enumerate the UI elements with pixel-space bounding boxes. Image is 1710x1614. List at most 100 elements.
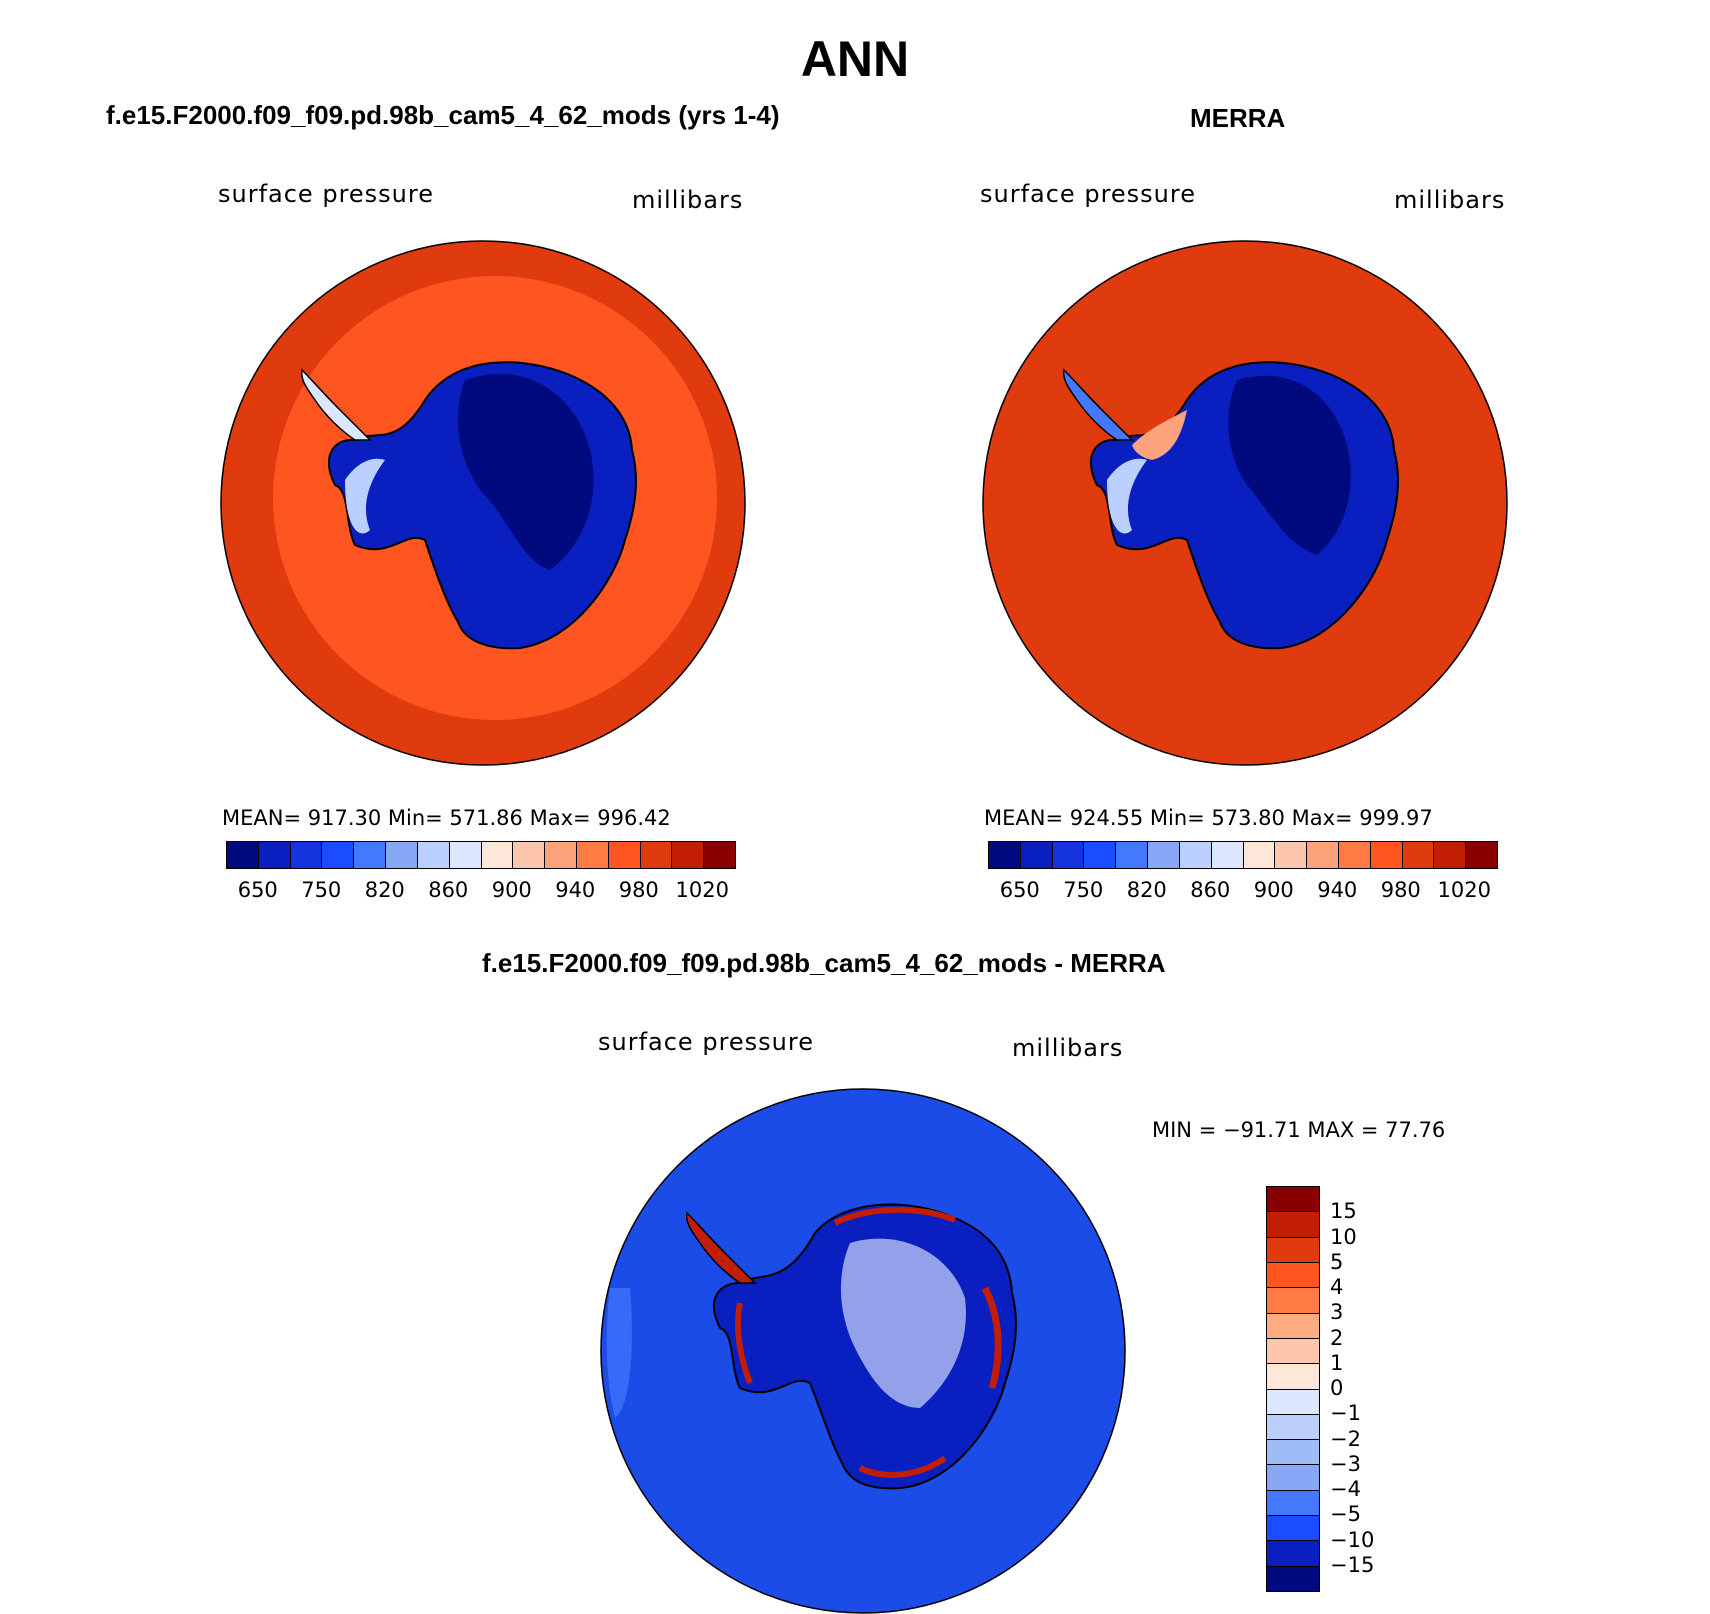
colorbar-tick-label: 750: [1063, 878, 1104, 902]
colorbar-tick-label: 0: [1330, 1376, 1344, 1400]
colorbar-swatch: [989, 842, 1021, 868]
colorbar-tick-label: 820: [364, 878, 405, 902]
panel-obs-title: MERRA: [1190, 103, 1286, 133]
colorbar-swatch: [608, 842, 641, 868]
panel-diff-title: f.e15.F2000.f09_f09.pd.98b_cam5_4_62_mod…: [482, 948, 1166, 978]
colorbar-tick-label: 1020: [1437, 878, 1491, 902]
colorbar-tick-label: 650: [999, 878, 1040, 902]
obs-antarctica-core: [1228, 375, 1351, 555]
panel-obs-map: [982, 240, 1508, 766]
colorbar-swatch: [1402, 842, 1435, 868]
panel-model-units-label: millibars: [632, 186, 744, 214]
colorbar-swatch: [1243, 842, 1276, 868]
colorbar-swatch: [1267, 1440, 1319, 1466]
colorbar-tick-label: 980: [618, 878, 659, 902]
colorbar-tick-label: −15: [1330, 1552, 1375, 1577]
colorbar-tick-label: 980: [1380, 878, 1421, 902]
colorbar-tick-label: 900: [1253, 878, 1294, 902]
colorbar-tick-label: 2: [1330, 1325, 1344, 1350]
colorbar-tick-label: −2: [1330, 1426, 1361, 1451]
colorbar-swatch: [513, 842, 546, 868]
panel-diff-colorbar: [1266, 1186, 1320, 1592]
panel-model-map: [220, 240, 746, 766]
colorbar-swatch: [576, 842, 609, 868]
colorbar-swatch: [1084, 842, 1117, 868]
colorbar-swatch: [1275, 842, 1308, 868]
colorbar-tick-label: 820: [1126, 878, 1167, 902]
colorbar-swatch: [481, 842, 514, 868]
colorbar-swatch: [640, 842, 673, 868]
colorbar-swatch: [1267, 1212, 1319, 1238]
colorbar-swatch: [1116, 842, 1149, 868]
panel-model-colorbar-ticks: 650 750 820 860 900 940 980 1020: [226, 878, 734, 906]
colorbar-tick-label: 1: [1330, 1350, 1344, 1375]
colorbar-swatch: [1307, 842, 1339, 868]
colorbar-swatch: [1370, 842, 1403, 868]
colorbar-swatch: [1267, 1490, 1319, 1517]
colorbar-swatch: [1267, 1516, 1319, 1542]
colorbar-swatch: [290, 842, 323, 868]
colorbar-swatch: [1466, 842, 1497, 868]
figure-title: ANN: [800, 31, 910, 87]
colorbar-swatch: [1020, 842, 1053, 868]
panel-obs-colorbar-ticks: 650 750 820 860 900 940 980 1020: [988, 878, 1496, 906]
colorbar-swatch: [1148, 842, 1180, 868]
panel-obs-colorbar: [988, 841, 1498, 869]
obs-coast-band: [1107, 458, 1147, 534]
colorbar-swatch: [322, 842, 355, 868]
diff-west-band: [606, 1288, 632, 1418]
colorbar-tick-label: 940: [1317, 878, 1358, 902]
colorbar-swatch: [354, 842, 387, 868]
model-antarctica-core: [457, 373, 594, 570]
colorbar-swatch: [1434, 842, 1467, 868]
colorbar-swatch: [672, 842, 705, 868]
colorbar-swatch: [1338, 842, 1371, 868]
diff-coast-red-west: [735, 1302, 753, 1385]
colorbar-tick-label: 1020: [675, 878, 729, 902]
panel-obs-variable-label: surface pressure: [980, 180, 1196, 208]
diff-coast-red-south: [858, 1455, 947, 1478]
obs-coast-warm-band: [1132, 410, 1187, 460]
colorbar-swatch: [449, 842, 482, 868]
colorbar-swatch: [1211, 842, 1244, 868]
colorbar-tick-label: −5: [1330, 1502, 1361, 1527]
colorbar-swatch: [1267, 1364, 1319, 1390]
panel-model-title: f.e15.F2000.f09_f09.pd.98b_cam5_4_62_mod…: [106, 100, 780, 130]
colorbar-tick-label: 4: [1330, 1275, 1344, 1299]
colorbar-swatch: [1267, 1187, 1319, 1213]
panel-diff-minmax: MIN = −91.71 MAX = 77.76: [1152, 1118, 1446, 1142]
colorbar-swatch: [417, 842, 450, 868]
panel-model-variable-label: surface pressure: [218, 180, 434, 208]
colorbar-swatch: [1267, 1237, 1319, 1263]
colorbar-tick-label: 860: [1190, 878, 1231, 902]
colorbar-tick-label: 860: [428, 878, 469, 902]
colorbar-tick-label: −1: [1330, 1401, 1361, 1426]
colorbar-tick-label: −3: [1330, 1451, 1361, 1476]
panel-diff-variable-label: surface pressure: [598, 1028, 814, 1056]
colorbar-swatch: [1267, 1288, 1319, 1314]
colorbar-tick-label: 650: [237, 878, 278, 902]
panel-obs-stats: MEAN= 924.55 Min= 573.80 Max= 999.97: [984, 806, 1433, 830]
diff-peninsula-red: [685, 1211, 757, 1284]
panel-diff-units-label: millibars: [1012, 1034, 1124, 1062]
colorbar-swatch: [1267, 1262, 1319, 1289]
colorbar-swatch: [386, 842, 418, 868]
colorbar-swatch: [1267, 1338, 1319, 1365]
diff-coast-red-north: [833, 1206, 957, 1226]
colorbar-swatch: [704, 842, 735, 868]
colorbar-tick-label: 940: [555, 878, 596, 902]
colorbar-tick-label: −10: [1330, 1527, 1375, 1552]
panel-diff-map: [600, 1088, 1126, 1614]
colorbar-tick-label: 15: [1330, 1199, 1357, 1224]
colorbar-swatch: [1267, 1566, 1319, 1591]
colorbar-swatch: [1267, 1414, 1319, 1441]
colorbar-swatch: [1267, 1541, 1319, 1567]
colorbar-swatch: [1267, 1313, 1319, 1339]
model-coast-band: [345, 458, 385, 534]
colorbar-swatch: [1267, 1465, 1319, 1491]
panel-obs-units-label: millibars: [1394, 186, 1506, 214]
colorbar-swatch: [545, 842, 577, 868]
panel-model-stats: MEAN= 917.30 Min= 571.86 Max= 996.42: [222, 806, 671, 830]
colorbar-tick-label: −4: [1330, 1477, 1361, 1501]
colorbar-swatch: [1179, 842, 1212, 868]
